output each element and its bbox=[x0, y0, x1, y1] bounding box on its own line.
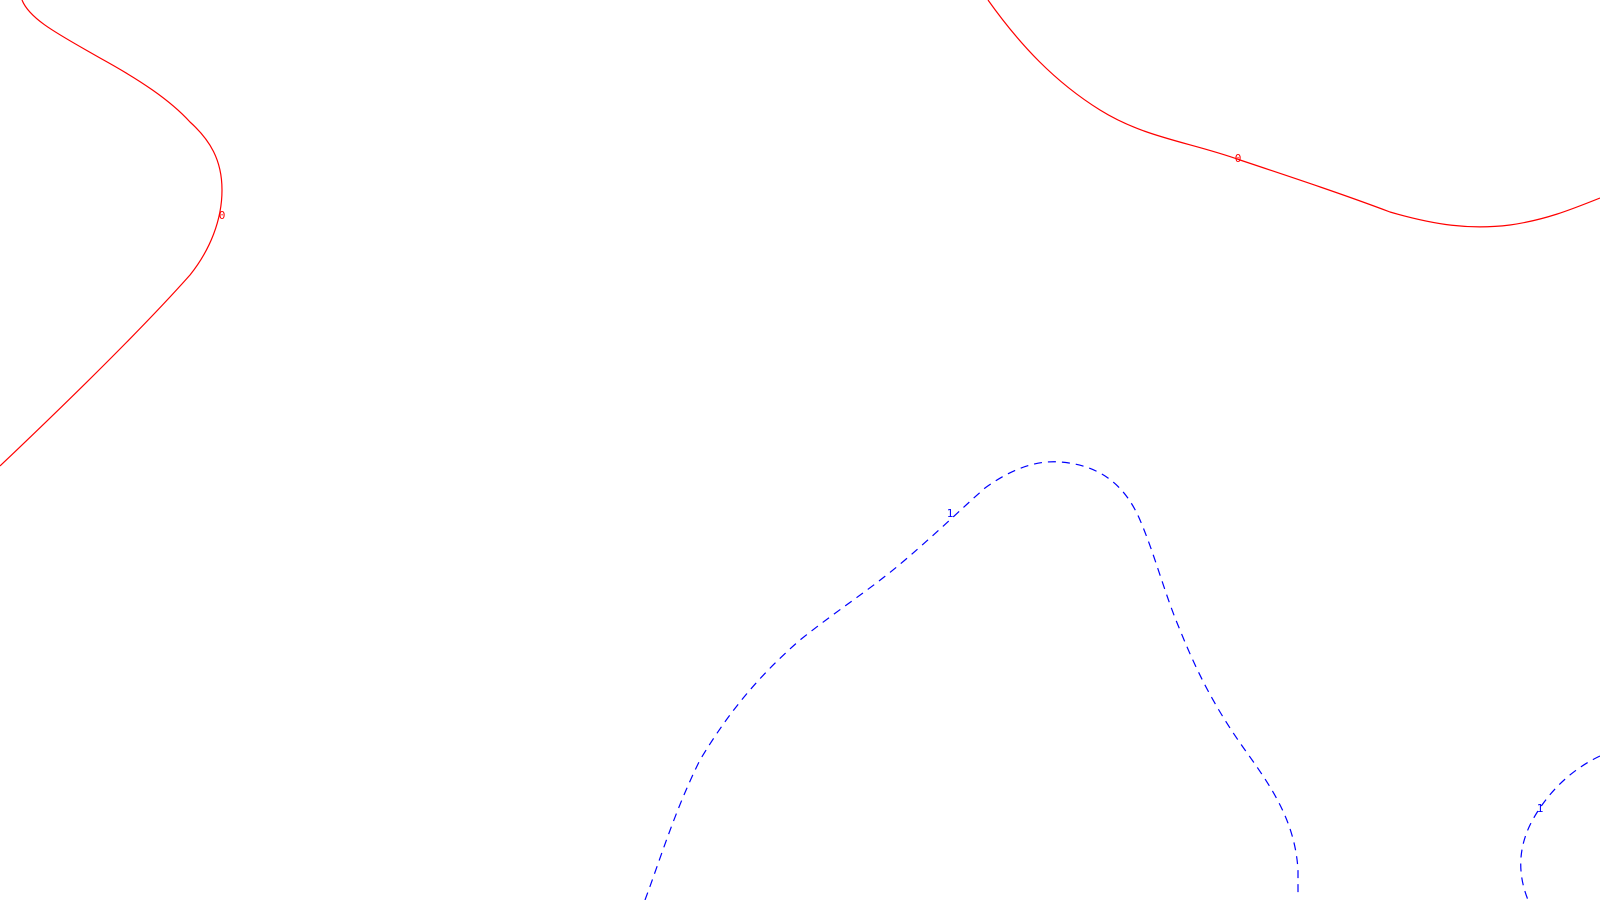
contour-label-level-0-left: 0 bbox=[219, 209, 226, 222]
contour-line-level-0-right bbox=[987, 0, 1600, 228]
contour-line-level-1-right bbox=[1520, 755, 1600, 900]
contour-label-level-1-right: 1 bbox=[1537, 802, 1544, 815]
contour-line-level-0-left bbox=[0, 0, 223, 467]
contour-label-level-0-right: 0 bbox=[1235, 152, 1242, 165]
contour-label-level-1-center: 1 bbox=[947, 507, 954, 520]
contour-line-level-1-center bbox=[644, 461, 1299, 900]
